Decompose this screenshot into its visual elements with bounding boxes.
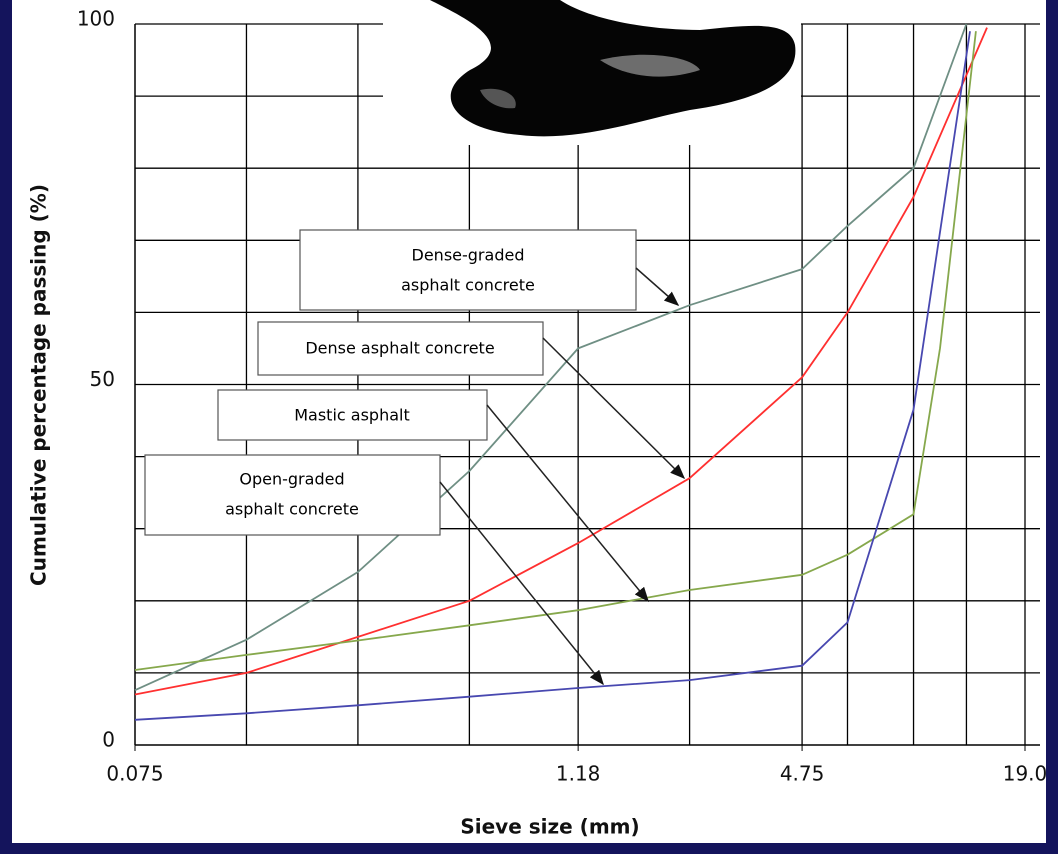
x-tick-label: 19.0: [1003, 762, 1048, 786]
annotation: asphalt concrete: [401, 276, 535, 295]
annotation: Dense asphalt concrete: [305, 339, 494, 358]
x-tick-label: 0.075: [106, 762, 163, 786]
x-tick-label: 1.18: [556, 762, 601, 786]
asphalt-image: [383, 0, 801, 145]
annotation: asphalt concrete: [225, 500, 359, 519]
x-tick-label: 4.75: [780, 762, 825, 786]
x-axis-label: Sieve size (mm): [460, 815, 639, 839]
y-tick-label: 0: [102, 728, 115, 752]
annotation: Mastic asphalt: [294, 406, 410, 425]
y-tick-label: 100: [77, 7, 115, 31]
y-tick-label: 50: [90, 367, 115, 391]
page: Dense-graded asphalt concrete Dense asph…: [0, 0, 1058, 850]
y-axis-label: Cumulative percentage passing (%): [27, 184, 51, 586]
annotation: Open-graded: [239, 470, 344, 489]
annotation: Dense-graded: [412, 246, 525, 265]
chart: Dense-graded asphalt concrete Dense asph…: [0, 0, 1058, 850]
